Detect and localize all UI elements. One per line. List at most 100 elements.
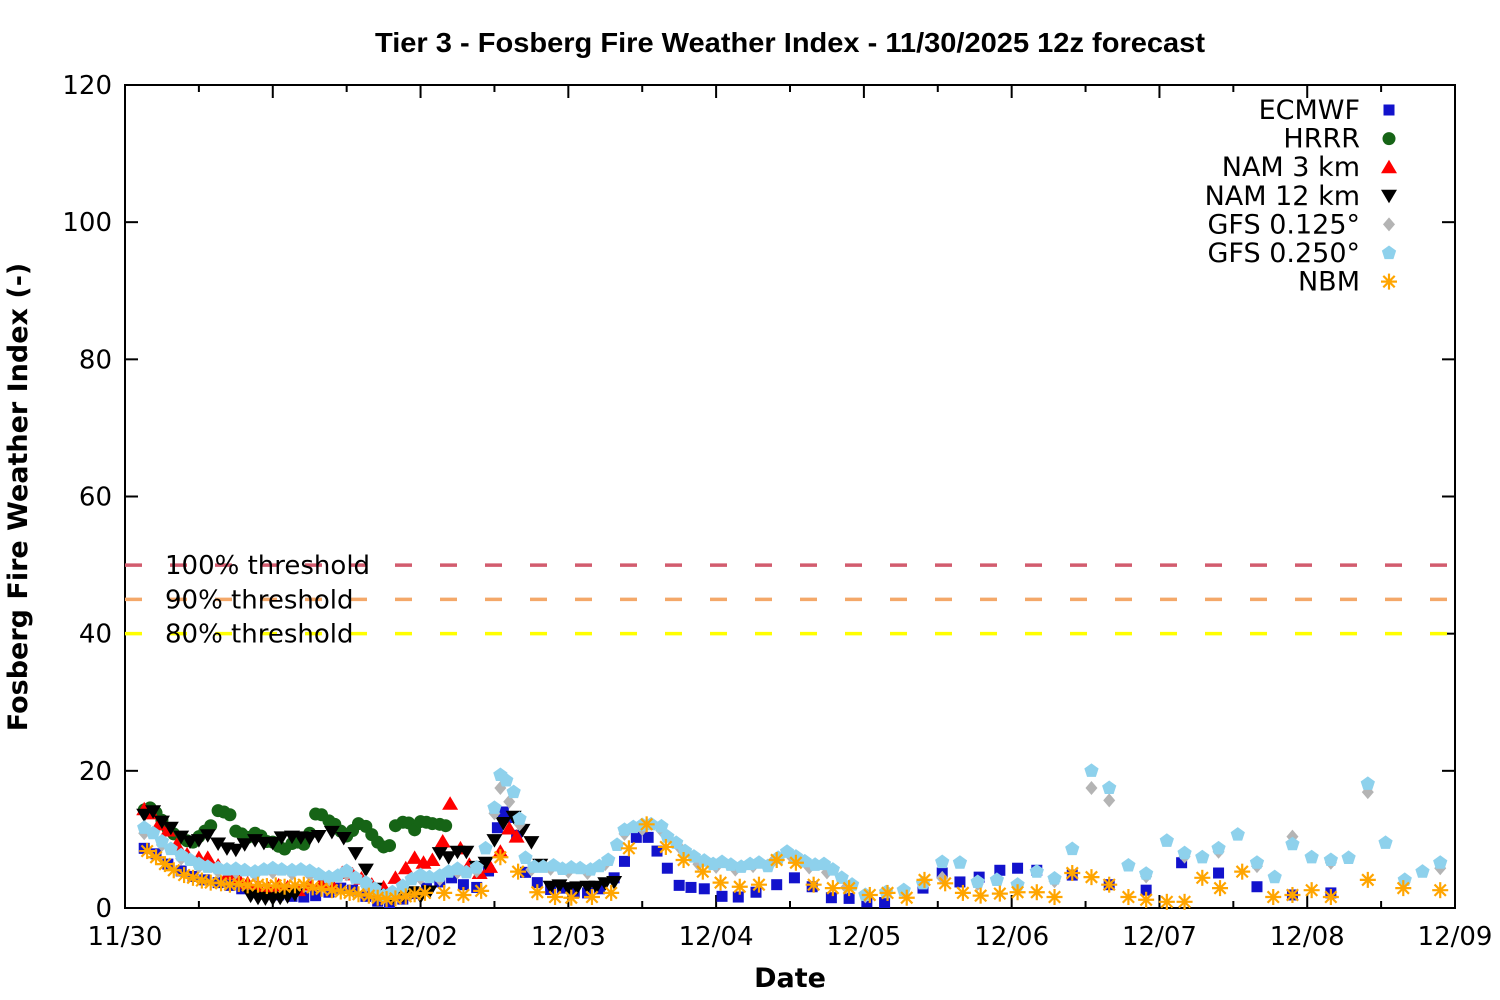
data-point <box>1383 217 1395 232</box>
data-point <box>162 821 179 836</box>
data-point <box>760 858 775 873</box>
data-point <box>1304 849 1319 864</box>
data-point <box>750 876 767 893</box>
data-point <box>642 831 654 843</box>
data-point <box>1009 884 1026 901</box>
data-point <box>1234 863 1251 880</box>
data-point <box>508 829 525 843</box>
data-point <box>1381 273 1397 290</box>
data-point <box>569 881 586 895</box>
data-point <box>788 872 800 884</box>
data-point <box>547 889 564 906</box>
data-point <box>583 889 600 906</box>
data-point <box>879 884 896 901</box>
data-point <box>457 879 469 891</box>
data-point <box>492 849 509 866</box>
data-point <box>1323 852 1338 867</box>
data-point <box>861 886 878 903</box>
data-point <box>787 854 804 871</box>
data-point <box>771 879 783 891</box>
legend-item-gfs-0-250: GFS 0.250° <box>1208 238 1397 269</box>
data-point <box>1341 850 1356 865</box>
data-point <box>1285 836 1300 851</box>
data-point <box>227 843 244 858</box>
legend-label: NAM 3 km <box>1222 152 1360 183</box>
legend-label: GFS 0.125° <box>1208 209 1361 240</box>
data-point <box>495 816 512 831</box>
data-point <box>1177 845 1192 860</box>
data-point <box>698 883 710 895</box>
data-point <box>298 891 310 903</box>
data-point <box>264 836 281 851</box>
y-tick-label: 120 <box>62 71 112 101</box>
legend-item-nbm: NBM <box>1298 267 1397 298</box>
data-point <box>603 884 620 901</box>
legend-label: GFS 0.250° <box>1208 238 1361 269</box>
data-point <box>1251 881 1263 893</box>
data-point <box>436 884 453 901</box>
data-point <box>357 863 374 878</box>
data-point <box>406 886 423 903</box>
legend-item-nam-3-km: NAM 3 km <box>1222 152 1397 183</box>
data-point <box>139 843 156 860</box>
x-tick-label: 12/05 <box>826 922 901 952</box>
data-point <box>620 840 637 857</box>
data-point <box>994 864 1006 876</box>
data-point <box>531 877 543 889</box>
data-point <box>387 870 404 884</box>
data-point <box>1265 889 1282 906</box>
data-point <box>190 834 207 848</box>
threshold-label: 100% threshold <box>165 551 370 581</box>
x-tick-label: 12/01 <box>235 922 310 952</box>
data-point <box>732 891 744 903</box>
legend-label: NBM <box>1298 267 1360 298</box>
data-point <box>1065 841 1080 856</box>
data-point <box>497 806 509 818</box>
data-point <box>442 796 459 810</box>
x-tick-label: 12/09 <box>1418 922 1493 952</box>
y-tick-label: 60 <box>79 483 112 513</box>
data-point <box>731 878 748 895</box>
data-point <box>1381 245 1397 260</box>
data-point <box>1101 876 1118 893</box>
data-point <box>1415 864 1430 878</box>
data-point <box>638 816 655 833</box>
data-point <box>439 819 453 833</box>
data-point <box>145 805 162 819</box>
data-point <box>673 879 685 891</box>
data-point <box>1360 776 1375 790</box>
x-tick-label: 12/07 <box>1122 922 1197 952</box>
data-point <box>825 892 837 904</box>
threshold-label: 90% threshold <box>165 585 354 615</box>
data-point <box>200 859 215 873</box>
data-point <box>1322 889 1339 906</box>
data-point <box>199 829 216 843</box>
data-point <box>440 851 457 865</box>
data-point <box>712 874 729 891</box>
data-point <box>323 825 340 840</box>
data-point <box>601 852 616 867</box>
data-point <box>1012 862 1024 874</box>
data-point <box>1249 855 1265 869</box>
data-point <box>954 884 971 901</box>
data-point <box>487 800 502 814</box>
legend-item-gfs-0-125: GFS 0.125° <box>1208 209 1395 240</box>
data-point <box>675 851 692 868</box>
data-point <box>1083 869 1100 886</box>
data-point <box>573 860 588 875</box>
data-point <box>1176 893 1193 910</box>
data-point <box>1381 189 1397 204</box>
data-point <box>937 875 954 892</box>
data-point <box>1029 864 1044 878</box>
data-point <box>499 772 514 787</box>
x-axis-label: Date <box>754 963 826 994</box>
series-nbm <box>139 816 1449 910</box>
data-point <box>486 834 503 848</box>
data-point <box>1212 880 1229 897</box>
data-point <box>1195 849 1210 864</box>
data-point <box>843 892 855 904</box>
data-point <box>841 880 858 897</box>
data-point <box>310 890 322 902</box>
data-point <box>1359 871 1376 888</box>
